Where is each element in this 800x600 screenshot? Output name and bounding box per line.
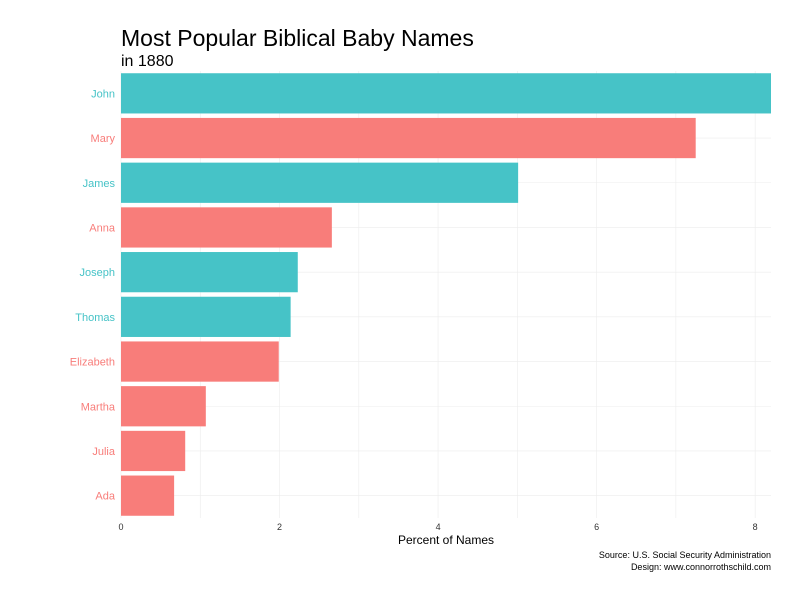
chart-subtitle: in 1880 — [121, 53, 174, 70]
category-label-mary: Mary — [91, 133, 116, 145]
x-tick-label: 8 — [753, 522, 758, 532]
x-axis-title: Percent of Names — [398, 533, 494, 547]
x-axis-ticks: 0 2 4 6 8 — [118, 522, 757, 532]
category-labels: John Mary James Anna Joseph Thomas Elizabeth Ma… — [70, 88, 116, 502]
chart-title: Most Popular Biblical Baby Names — [121, 25, 474, 51]
x-tick-label: 4 — [436, 522, 441, 532]
bar-elizabeth — [121, 341, 279, 382]
source-caption: Source: U.S. Social Security Administrat… — [599, 550, 771, 560]
bar-martha — [121, 386, 206, 427]
category-label-martha: Martha — [81, 401, 116, 413]
x-tick-label: 0 — [118, 522, 123, 532]
bar-joseph — [121, 252, 298, 293]
category-label-elizabeth: Elizabeth — [70, 357, 115, 369]
bar-thomas — [121, 296, 291, 337]
bar-james — [121, 162, 519, 203]
category-label-julia: Julia — [92, 446, 116, 458]
category-label-anna: Anna — [89, 222, 116, 234]
bar-mary — [121, 117, 696, 159]
x-tick-label: 6 — [594, 522, 599, 532]
category-label-joseph: Joseph — [80, 267, 115, 279]
bar-julia — [121, 430, 186, 472]
x-tick-label: 2 — [277, 522, 282, 532]
category-label-john: John — [91, 88, 115, 100]
bars — [121, 73, 771, 516]
category-label-thomas: Thomas — [75, 312, 115, 324]
bar-john — [121, 73, 771, 114]
bar-ada — [121, 475, 175, 516]
category-label-james: James — [83, 178, 116, 190]
category-label-ada: Ada — [95, 491, 115, 503]
bar-anna — [121, 207, 332, 248]
design-caption: Design: www.connorrothschild.com — [631, 562, 771, 572]
